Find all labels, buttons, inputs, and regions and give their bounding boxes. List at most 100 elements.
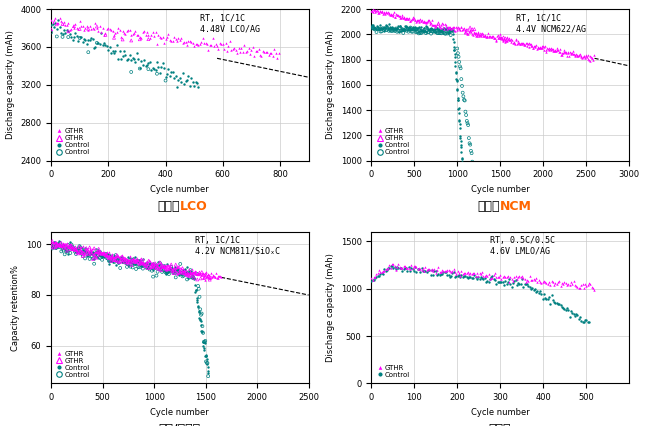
Point xyxy=(199,339,209,345)
Point xyxy=(450,269,460,276)
Point xyxy=(444,29,454,35)
Point xyxy=(571,310,581,317)
Point xyxy=(513,38,523,45)
Point xyxy=(71,245,81,252)
Point xyxy=(426,20,436,26)
Point xyxy=(549,47,559,54)
Point xyxy=(146,32,156,38)
Point xyxy=(70,245,81,252)
Point xyxy=(121,259,131,266)
Point xyxy=(215,273,225,280)
Point xyxy=(408,265,418,272)
Point xyxy=(482,33,492,40)
Point xyxy=(47,244,57,250)
Point xyxy=(448,27,458,34)
Text: RT, 1C/1C
4.2V NCM811/SiOₓC: RT, 1C/1C 4.2V NCM811/SiOₓC xyxy=(195,236,281,256)
Point xyxy=(416,24,426,31)
Point xyxy=(389,26,399,33)
Point xyxy=(118,257,128,264)
Point xyxy=(177,268,188,275)
Point xyxy=(408,15,418,22)
Point xyxy=(144,265,155,271)
Point xyxy=(386,265,396,271)
Point xyxy=(561,306,571,313)
Point xyxy=(61,242,72,249)
Point xyxy=(142,259,152,265)
Point xyxy=(161,265,171,272)
Point xyxy=(562,305,572,311)
Point xyxy=(486,33,496,40)
Point xyxy=(177,39,188,46)
Point xyxy=(366,23,377,30)
Point xyxy=(373,26,384,33)
Point xyxy=(404,17,415,24)
Point xyxy=(110,252,121,259)
Point xyxy=(163,265,173,272)
Point xyxy=(451,273,461,280)
Point xyxy=(197,310,207,317)
Point xyxy=(474,276,484,282)
Point xyxy=(196,39,206,46)
Point xyxy=(585,281,595,288)
Point xyxy=(93,252,103,259)
Point xyxy=(183,269,194,276)
Point xyxy=(537,295,548,302)
Point xyxy=(74,247,84,253)
Point xyxy=(57,244,68,251)
Point xyxy=(81,247,91,254)
Point xyxy=(434,30,444,37)
Point xyxy=(392,264,402,271)
Point xyxy=(484,32,494,39)
Point xyxy=(270,49,281,56)
Point xyxy=(104,257,114,264)
Point xyxy=(161,262,171,269)
Point xyxy=(92,250,102,256)
Point xyxy=(498,38,508,45)
Point xyxy=(90,252,101,259)
Point xyxy=(554,46,564,53)
Point xyxy=(55,24,65,31)
Point xyxy=(91,254,101,261)
Point xyxy=(411,24,421,31)
Point xyxy=(46,240,56,247)
Point xyxy=(489,35,499,41)
Point xyxy=(368,21,379,28)
Point xyxy=(545,301,555,308)
Text: 高镁/硅氧碳: 高镁/硅氧碳 xyxy=(159,423,201,426)
Point xyxy=(377,269,387,276)
Point xyxy=(393,13,404,20)
Point xyxy=(146,260,157,267)
Point xyxy=(563,307,573,314)
Point xyxy=(421,30,431,37)
Point xyxy=(150,262,161,269)
Point xyxy=(50,239,60,246)
Point xyxy=(110,29,121,36)
Point xyxy=(198,270,208,277)
Point xyxy=(568,278,579,285)
Point xyxy=(175,271,186,277)
Point xyxy=(74,248,84,255)
Point xyxy=(483,278,493,285)
Point xyxy=(394,28,404,35)
Point xyxy=(143,261,153,268)
Point xyxy=(464,135,474,141)
Point xyxy=(161,77,171,84)
Point xyxy=(72,249,83,256)
Point xyxy=(92,39,102,46)
Point xyxy=(427,265,437,272)
Point xyxy=(108,254,118,261)
Point xyxy=(412,17,422,23)
Point xyxy=(381,23,391,30)
Point xyxy=(461,29,471,36)
Point xyxy=(66,243,77,250)
Point xyxy=(536,44,546,51)
Point xyxy=(483,271,493,278)
Point xyxy=(66,244,77,250)
Point xyxy=(562,49,573,56)
Point xyxy=(272,54,283,61)
Point xyxy=(471,269,482,276)
Point xyxy=(373,273,383,280)
Point xyxy=(452,272,462,279)
Point xyxy=(75,243,86,250)
Point xyxy=(79,35,89,42)
